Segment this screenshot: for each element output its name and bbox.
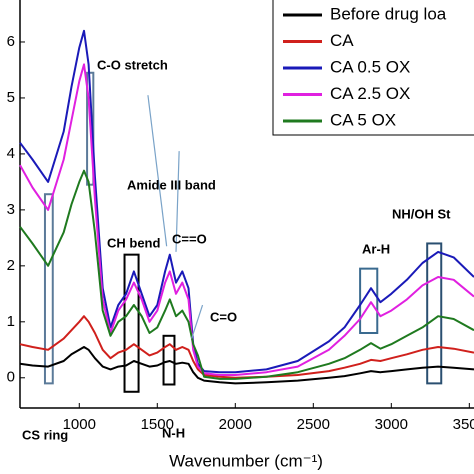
annotation: C-O stretch — [97, 57, 168, 72]
series-line — [19, 346, 474, 385]
annotation: C==O — [172, 231, 207, 246]
y-tick-label: 0 — [7, 369, 15, 386]
series-line — [19, 315, 474, 379]
y-tick-label: 2 — [7, 257, 15, 274]
y-tick-label: 1 — [7, 313, 15, 330]
annotation-box — [162, 334, 176, 386]
annotation-box — [86, 71, 95, 186]
legend-label: CA 2.5 OX — [330, 84, 410, 103]
legend-label: CA — [330, 31, 354, 50]
x-tick-label: 2000 — [219, 416, 252, 433]
annotation-arrow — [175, 151, 180, 252]
x-axis-label: Wavenumber (cm⁻¹) — [169, 451, 323, 470]
series-line — [19, 63, 474, 376]
annotation-box — [426, 242, 443, 385]
x-tick-label: 1000 — [63, 416, 96, 433]
annotation-arrow — [191, 304, 204, 339]
legend-label: CA 5 OX — [330, 110, 396, 129]
annotation: NH/OH St — [392, 206, 451, 221]
x-tick-label: 2500 — [297, 416, 330, 433]
annotation: C=O — [210, 309, 237, 324]
annotation: Ar-H — [362, 241, 390, 256]
series-line — [19, 29, 474, 374]
y-tick-label: 3 — [7, 201, 15, 218]
annotation-arrow — [147, 95, 168, 247]
annotation: N-H — [162, 425, 185, 440]
series-line — [19, 169, 474, 380]
x-tick-label: 3500 — [453, 416, 474, 433]
annotation: CH bend — [107, 235, 161, 250]
x-tick-label: 3000 — [375, 416, 408, 433]
annotation-box — [123, 253, 140, 393]
x-tick-label: 1500 — [141, 416, 174, 433]
y-tick-label: 6 — [7, 33, 15, 50]
annotation-box — [43, 193, 54, 385]
annotation-box — [359, 267, 379, 335]
legend-label: CA 0.5 OX — [330, 57, 410, 76]
legend-box — [272, 0, 474, 136]
y-tick-label: 4 — [7, 145, 15, 162]
annotation: Amide III band — [127, 177, 216, 192]
y-tick-label: 5 — [7, 89, 15, 106]
annotation: CS ring — [22, 427, 68, 442]
legend-label: Before drug loa — [330, 4, 447, 23]
